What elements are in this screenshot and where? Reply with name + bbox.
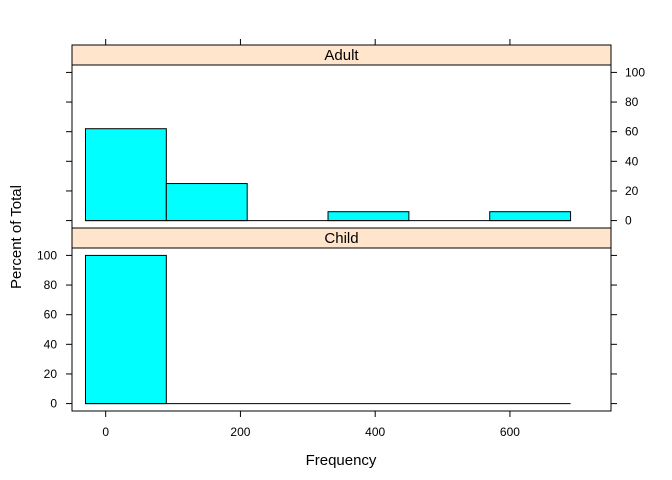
y-tick-label-child-40: 40 bbox=[44, 337, 58, 351]
bar-adult-1 bbox=[165, 183, 248, 222]
x-tick-label-200: 200 bbox=[230, 425, 250, 439]
x-axis-title: Frequency bbox=[306, 452, 377, 469]
y-tick-label-adult-20: 20 bbox=[625, 184, 639, 198]
y-tick-label-adult-80: 80 bbox=[625, 95, 639, 109]
x-tick-label-400: 400 bbox=[365, 425, 385, 439]
bar-adult-3 bbox=[327, 211, 410, 222]
y-tick-label-adult-60: 60 bbox=[625, 125, 639, 139]
bar-child-0 bbox=[84, 254, 167, 405]
x-axis: 0 200 400 600 bbox=[102, 39, 520, 439]
panel-frame-child bbox=[71, 227, 612, 412]
bar-adult-5 bbox=[489, 211, 572, 222]
y-tick-label-child-60: 60 bbox=[44, 308, 58, 322]
strip-label-adult: Adult bbox=[324, 47, 359, 64]
x-tick-label-600: 600 bbox=[500, 425, 520, 439]
panel-adult: Adult 0 20 40 60 80 100 bbox=[66, 44, 645, 229]
x-tick-label-0: 0 bbox=[102, 425, 109, 439]
y-tick-label-adult-40: 40 bbox=[625, 154, 639, 168]
y-axis-title: Percent of Total bbox=[8, 185, 25, 289]
y-tick-label-adult-0: 0 bbox=[625, 214, 632, 228]
panel-child: Child 0 20 40 60 80 100 bbox=[37, 227, 617, 412]
y-tick-label-adult-100: 100 bbox=[625, 65, 645, 79]
y-tick-label-child-100: 100 bbox=[37, 248, 57, 262]
y-tick-label-child-0: 0 bbox=[50, 397, 57, 411]
bar-adult-0 bbox=[84, 128, 167, 222]
y-tick-label-child-80: 80 bbox=[44, 278, 58, 292]
strip-label-child: Child bbox=[324, 230, 358, 247]
y-tick-label-child-20: 20 bbox=[44, 367, 58, 381]
panels-layer: Adult 0 20 40 60 80 100 Child 0 20 40 60 80 100 bbox=[37, 44, 645, 412]
